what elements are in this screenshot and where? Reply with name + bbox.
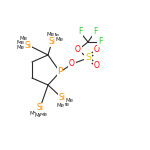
Text: S: S bbox=[85, 54, 91, 63]
Text: Me: Me bbox=[35, 113, 43, 118]
Text: Me: Me bbox=[56, 37, 63, 42]
Text: F: F bbox=[98, 38, 102, 46]
Text: F: F bbox=[93, 27, 97, 36]
Text: O: O bbox=[94, 45, 100, 54]
Text: Me: Me bbox=[30, 111, 38, 116]
Text: Me: Me bbox=[62, 102, 70, 107]
Text: Si: Si bbox=[24, 40, 31, 50]
Text: O: O bbox=[94, 61, 100, 70]
Text: O: O bbox=[75, 45, 81, 54]
Text: Si: Si bbox=[48, 38, 56, 46]
Text: Si: Si bbox=[58, 93, 66, 102]
Text: Me: Me bbox=[52, 33, 60, 38]
Text: Me: Me bbox=[16, 40, 24, 45]
Text: Si: Si bbox=[36, 103, 43, 112]
Text: Me: Me bbox=[57, 103, 65, 108]
Text: P: P bbox=[57, 68, 63, 76]
Text: F: F bbox=[78, 27, 82, 36]
Text: Me: Me bbox=[16, 45, 24, 50]
Text: Me: Me bbox=[20, 36, 28, 40]
Text: O: O bbox=[69, 60, 75, 69]
Text: Me: Me bbox=[40, 112, 48, 117]
Text: Me: Me bbox=[47, 32, 55, 37]
Text: Me: Me bbox=[66, 98, 74, 103]
